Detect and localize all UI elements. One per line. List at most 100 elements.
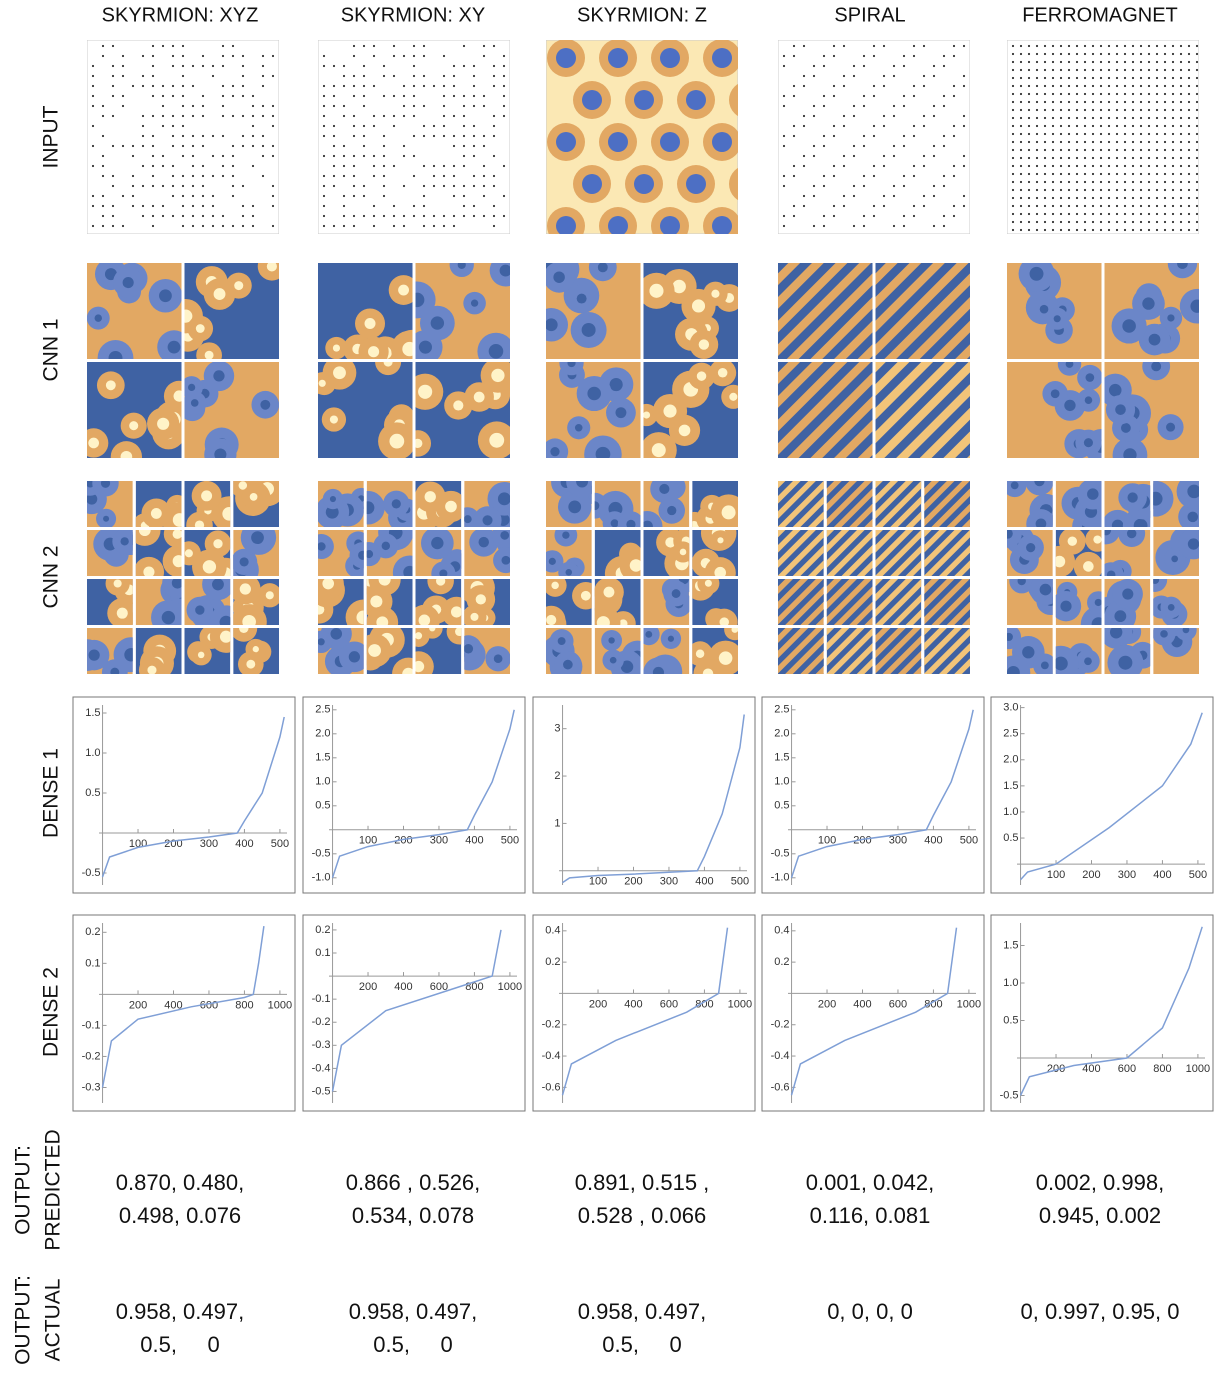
texture-tile bbox=[1007, 579, 1053, 625]
spin-dot bbox=[482, 184, 486, 188]
spin-dot bbox=[1147, 140, 1151, 144]
spin-dot bbox=[342, 164, 346, 168]
feature-core bbox=[391, 499, 401, 509]
activation-curve bbox=[562, 714, 745, 884]
spin-dot bbox=[1139, 84, 1143, 88]
spin-dot bbox=[492, 84, 496, 88]
activation-curve bbox=[331, 709, 515, 879]
spin-dot bbox=[111, 74, 115, 78]
texture-tile bbox=[135, 481, 182, 527]
spin-dot bbox=[251, 204, 255, 208]
spin-dot bbox=[251, 94, 255, 98]
spin-dot bbox=[1155, 164, 1159, 168]
spin-dot bbox=[1131, 52, 1135, 56]
feature-core bbox=[464, 515, 472, 524]
feature-core bbox=[429, 628, 436, 632]
spin-dot bbox=[812, 144, 816, 148]
row-label: PREDICTED bbox=[42, 1129, 65, 1250]
feature-core bbox=[246, 659, 256, 669]
x-tick-label: 500 bbox=[1189, 869, 1207, 881]
spin-dot bbox=[181, 134, 185, 138]
spin-dot bbox=[1051, 76, 1055, 80]
spin-dot bbox=[1147, 60, 1151, 64]
spin-dot bbox=[1195, 148, 1199, 152]
spin-dot bbox=[392, 224, 396, 228]
y-tick-label: 2.0 bbox=[1003, 754, 1018, 766]
x-tick-label: 200 bbox=[359, 981, 377, 993]
x-tick-label: 200 bbox=[1082, 869, 1100, 881]
spin-dot bbox=[1179, 52, 1183, 56]
feature-core bbox=[610, 519, 619, 527]
stripe bbox=[826, 628, 850, 651]
spin-dot bbox=[1099, 60, 1103, 64]
spin-dot bbox=[322, 194, 326, 198]
x-tick-label: 400 bbox=[624, 998, 642, 1010]
x-tick-label: 600 bbox=[660, 998, 678, 1010]
plot-frame bbox=[532, 696, 756, 894]
spin-dot bbox=[1123, 92, 1127, 96]
spin-dot bbox=[1035, 76, 1039, 80]
feature bbox=[421, 628, 443, 639]
spin-dot bbox=[1067, 140, 1071, 144]
spin-dot bbox=[422, 214, 426, 218]
feature bbox=[594, 492, 608, 519]
spin-dot bbox=[802, 194, 806, 198]
spin-dot bbox=[191, 174, 195, 178]
feature-core bbox=[1007, 632, 1013, 642]
spin-dot bbox=[1067, 44, 1071, 48]
stripe bbox=[826, 579, 865, 617]
y-tick-label: 1.0 bbox=[1003, 977, 1018, 989]
spin-dot bbox=[1035, 44, 1039, 48]
feature-core bbox=[587, 386, 601, 401]
x-tick-label: 200 bbox=[394, 835, 412, 847]
spin-dot bbox=[181, 124, 185, 128]
stripe bbox=[969, 526, 970, 527]
spin-dot bbox=[1139, 108, 1143, 112]
texture-tile bbox=[1153, 530, 1199, 576]
x-tick-label: 1000 bbox=[1186, 1063, 1210, 1075]
spin-dot bbox=[131, 194, 135, 198]
y-tick-label: 1.0 bbox=[774, 776, 789, 788]
spin-dot bbox=[1163, 180, 1167, 184]
spin-dot bbox=[802, 44, 806, 48]
y-tick-label: 0.5 bbox=[315, 800, 330, 812]
spin-dot bbox=[1155, 124, 1159, 128]
feature-core bbox=[679, 548, 687, 556]
plot-frame bbox=[532, 914, 756, 1112]
feature-core bbox=[678, 424, 691, 437]
spin-dot bbox=[1011, 140, 1015, 144]
spin-dot bbox=[1067, 196, 1071, 200]
y-tick-label: -0.2 bbox=[312, 1016, 331, 1028]
spin-dot bbox=[1083, 228, 1087, 232]
spin-dot bbox=[462, 134, 466, 138]
spin-dot bbox=[852, 184, 856, 188]
texture-tile bbox=[778, 530, 824, 576]
spin-dot bbox=[121, 74, 125, 78]
spin-dot bbox=[462, 204, 466, 208]
feature-core bbox=[1083, 438, 1093, 448]
spin-dot bbox=[1083, 148, 1087, 152]
feature-core bbox=[491, 368, 505, 383]
spin-dot bbox=[1187, 44, 1191, 48]
spin-dot bbox=[1067, 156, 1071, 160]
texture-tile bbox=[826, 530, 873, 576]
feature-core bbox=[318, 379, 326, 387]
spin-dot bbox=[1011, 68, 1015, 72]
spin-dot bbox=[1091, 180, 1095, 184]
spin-dot bbox=[812, 104, 816, 108]
spin-dot bbox=[1139, 140, 1143, 144]
spin-dot bbox=[1059, 116, 1063, 120]
spin-dot bbox=[1163, 228, 1167, 232]
texture-tile bbox=[233, 579, 279, 625]
spin-dot bbox=[1187, 84, 1191, 88]
output-value: 0.5, 0 bbox=[140, 1332, 220, 1357]
spin-dot bbox=[1107, 220, 1111, 224]
spin-dot bbox=[452, 64, 456, 68]
spin-dot bbox=[1091, 60, 1095, 64]
stripe bbox=[808, 609, 824, 625]
stripe bbox=[826, 579, 873, 625]
spin-dot bbox=[1059, 188, 1063, 192]
spin-dot bbox=[1043, 76, 1047, 80]
spin-dot bbox=[502, 164, 506, 168]
stripe bbox=[875, 481, 883, 489]
